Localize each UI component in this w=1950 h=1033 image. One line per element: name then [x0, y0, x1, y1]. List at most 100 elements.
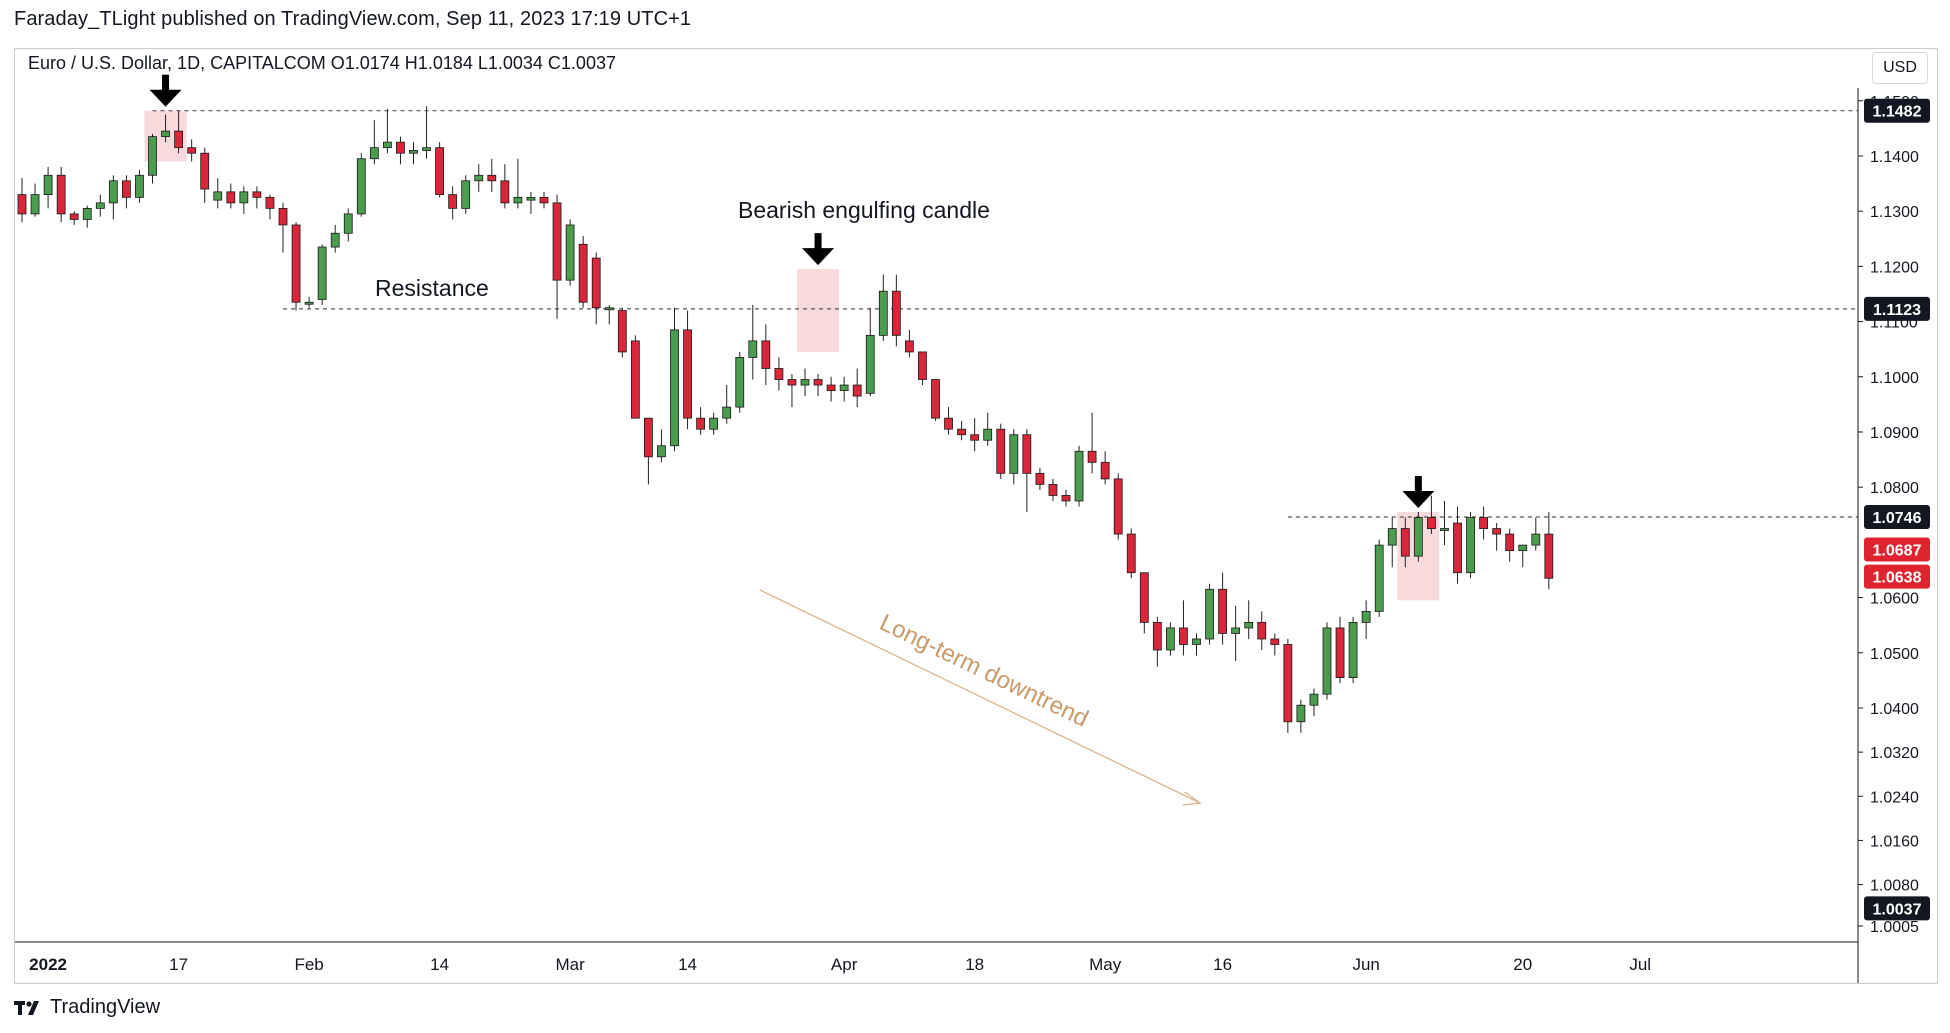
- candle-69: [918, 351, 927, 386]
- candle-30: [409, 142, 418, 165]
- candle-body: [644, 417, 653, 458]
- candle-1: [30, 183, 40, 217]
- time-tick-label: Feb: [294, 955, 323, 974]
- down-arrow-icon: [1402, 476, 1435, 508]
- candle-body: [161, 130, 170, 138]
- candle-23: [317, 244, 327, 305]
- candle-body: [735, 357, 745, 408]
- candle-body: [1335, 627, 1345, 678]
- candle-body: [970, 434, 980, 441]
- candle-body: [500, 180, 510, 204]
- candle-body: [108, 180, 118, 204]
- candle-63: [839, 376, 849, 402]
- candle-56: [748, 305, 758, 380]
- candle-92: [1218, 572, 1227, 645]
- price-tick-label: 1.0400: [1870, 701, 1919, 718]
- candle-body: [1361, 610, 1371, 623]
- candle-body: [1427, 517, 1436, 529]
- candle-41: [552, 194, 562, 319]
- candle-body: [944, 417, 953, 430]
- candle-body: [617, 310, 627, 353]
- candle-body: [343, 213, 353, 234]
- candle-body: [1413, 517, 1423, 557]
- candle-106: [1400, 517, 1410, 568]
- candle-body: [891, 290, 901, 336]
- candle-104: [1374, 539, 1384, 617]
- candle-body: [187, 147, 197, 154]
- candle-77: [1022, 429, 1032, 512]
- candle-body: [1113, 478, 1123, 535]
- price-label-1.0037: 1.0037: [1864, 896, 1930, 921]
- candle-91: [1205, 583, 1214, 645]
- candle-body: [1348, 622, 1358, 679]
- time-tick-label: Mar: [555, 955, 585, 974]
- candle-body: [474, 174, 484, 182]
- candle-105: [1387, 517, 1397, 568]
- trend-line: [759, 589, 1201, 804]
- candle-115: [1518, 544, 1528, 568]
- candle-body: [591, 257, 601, 309]
- tradingview-logo-icon: [14, 1000, 39, 1015]
- candle-80: [1061, 489, 1071, 507]
- candle-body: [30, 194, 40, 215]
- candle-17: [239, 186, 249, 214]
- time-tick-label: 14: [678, 955, 697, 974]
- candle-body: [683, 329, 692, 419]
- currency-button[interactable]: USD: [1872, 52, 1928, 84]
- candle-26: [356, 153, 366, 217]
- candle-body: [69, 213, 79, 220]
- candle-body: [931, 379, 940, 419]
- candle-116: [1531, 517, 1541, 551]
- candle-53: [709, 412, 719, 435]
- candle-body: [148, 136, 157, 176]
- candle-24: [330, 224, 340, 253]
- candle-84: [1113, 473, 1123, 540]
- candle-body: [657, 445, 666, 458]
- candle-40: [539, 191, 549, 209]
- engulfing-label: Bearish engulfing candle: [738, 197, 990, 223]
- candle-body: [226, 191, 236, 204]
- candle-58: [774, 357, 784, 391]
- brand-name: TradingView: [50, 996, 161, 1018]
- candle-body: [709, 417, 719, 430]
- arrow-shaft: [1414, 476, 1422, 493]
- candle-body: [852, 384, 862, 397]
- candle-body: [1400, 528, 1410, 557]
- candle-body: [1296, 704, 1306, 723]
- candle-body: [1009, 434, 1019, 474]
- candle-42: [565, 219, 575, 286]
- candle-body: [1048, 483, 1058, 496]
- symbol-legend: Euro / U.S. Dollar, 1D, CAPITALCOM O1.01…: [28, 53, 616, 73]
- candle-body: [1179, 627, 1188, 645]
- candle-97: [1283, 638, 1293, 733]
- candle-66: [878, 274, 888, 341]
- candle-body: [957, 428, 966, 436]
- candle-85: [1126, 528, 1136, 579]
- candle-body: [696, 417, 705, 430]
- candle-body: [448, 194, 458, 209]
- time-tick-label: 20: [1513, 955, 1532, 974]
- trend-label: Long-term downtrend: [875, 609, 1092, 733]
- candle-43: [578, 236, 588, 308]
- candle-body: [839, 384, 849, 391]
- candle-body: [304, 301, 314, 305]
- candle-body: [748, 340, 758, 358]
- candle-78: [1035, 467, 1045, 490]
- candle-94: [1244, 600, 1254, 639]
- candle-6: [95, 194, 105, 217]
- candle-body: [1074, 450, 1084, 502]
- candle-73: [970, 418, 980, 452]
- price-label-box: [1864, 296, 1930, 321]
- candle-55: [735, 351, 745, 413]
- chart-frame: [14, 48, 1938, 984]
- candle-body: [526, 196, 536, 201]
- candle-body: [461, 180, 471, 209]
- candle-body: [878, 290, 888, 336]
- candle-11: [161, 114, 170, 143]
- arrow-head: [802, 248, 835, 266]
- price-label-box: [1864, 504, 1930, 529]
- candle-14: [200, 147, 210, 203]
- candle-body: [1126, 533, 1136, 574]
- candle-35: [474, 164, 484, 192]
